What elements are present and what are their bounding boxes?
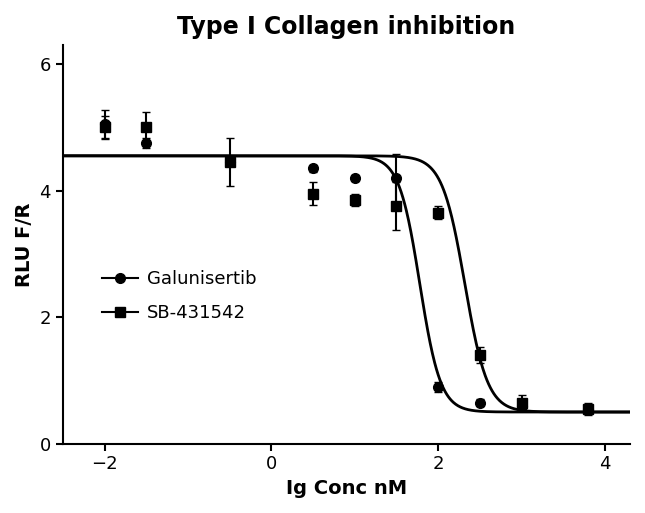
X-axis label: Ig Conc nM: Ig Conc nM — [286, 479, 407, 498]
Y-axis label: RLU F/R: RLU F/R — [15, 202, 34, 287]
Legend: Galunisertib, SB-431542: Galunisertib, SB-431542 — [95, 263, 264, 329]
Title: Type I Collagen inhibition: Type I Collagen inhibition — [177, 15, 515, 39]
